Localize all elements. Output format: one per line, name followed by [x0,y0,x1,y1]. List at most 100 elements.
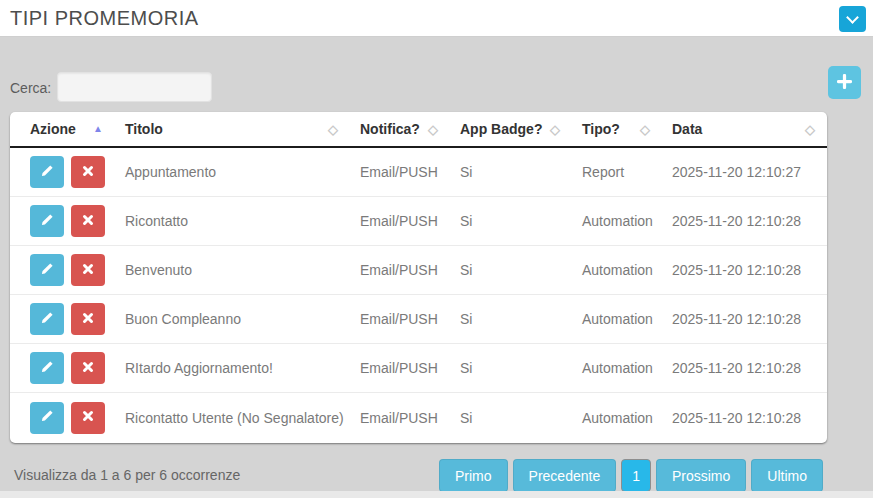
table-row: RItardo Aggiornamento! Email/PUSH Si Aut… [10,344,827,393]
column-label: Tipo? [582,121,620,137]
table-summary: Visualizza da 1 a 6 per 6 occorrenze [14,467,240,483]
x-icon [82,410,94,425]
table-row: Ricontatto Utente (No Segnalatore) Email… [10,393,827,442]
cell-data: 2025-11-20 12:10:28 [662,311,827,327]
pencil-icon [40,262,54,279]
sort-icon: ◇ [805,123,815,136]
column-header-titolo[interactable]: Titolo ◇ [115,112,350,146]
search-label: Cerca: [10,80,51,96]
collapse-button[interactable] [839,6,866,32]
column-label: App Badge? [460,121,542,137]
cell-notifica: Email/PUSH [350,360,450,376]
pencil-icon [40,360,54,377]
cell-data: 2025-11-20 12:10:28 [662,213,827,229]
sort-icon: ◇ [428,123,438,136]
column-header-app-badge[interactable]: App Badge? ◇ [450,112,572,146]
pencil-icon [40,164,54,181]
cell-tipo: Automation [572,311,662,327]
action-cell [10,402,115,434]
delete-button[interactable] [71,254,105,286]
cell-data: 2025-11-20 12:10:28 [662,410,827,426]
bottom-strip [0,491,873,498]
cell-tipo: Automation [572,410,662,426]
column-header-tipo[interactable]: Tipo? ◇ [572,112,662,146]
cell-titolo: Benvenuto [115,262,350,278]
pagination: PrimoPrecedente1ProssimoUltimo [439,459,823,492]
cell-app-badge: Si [450,360,572,376]
x-icon [82,361,94,376]
cell-app-badge: Si [450,410,572,426]
delete-button[interactable] [71,352,105,384]
edit-button[interactable] [30,352,64,384]
cell-app-badge: Si [450,164,572,180]
reminder-types-table: Azione ▲ Titolo ◇ Notifica? ◇ App Badge?… [10,112,827,443]
column-header-notifica[interactable]: Notifica? ◇ [350,112,450,146]
page-title: TIPI PROMEMORIA [10,7,199,30]
chevron-down-icon [846,11,859,24]
cell-titolo: Ricontatto [115,213,350,229]
column-label: Notifica? [360,121,420,137]
table-body: Appuntamento Email/PUSH Si Report 2025-1… [10,148,827,442]
cell-tipo: Automation [572,213,662,229]
pagination-button-ultimo[interactable]: Ultimo [751,459,823,492]
action-cell [10,205,115,237]
edit-button[interactable] [30,156,64,188]
sort-ascending-icon: ▲ [93,124,103,134]
table-row: Appuntamento Email/PUSH Si Report 2025-1… [10,148,827,197]
add-button[interactable] [828,66,861,99]
column-header-data[interactable]: Data ◇ [662,112,827,146]
cell-tipo: Report [572,164,662,180]
table-row: Ricontatto Email/PUSH Si Automation 2025… [10,197,827,246]
column-label: Data [672,121,702,137]
action-cell [10,254,115,286]
cell-notifica: Email/PUSH [350,410,450,426]
edit-button[interactable] [30,205,64,237]
cell-titolo: Appuntamento [115,164,350,180]
plus-icon [837,74,852,92]
action-cell [10,352,115,384]
column-header-azione[interactable]: Azione ▲ [10,112,115,146]
cell-app-badge: Si [450,213,572,229]
action-cell [10,303,115,335]
sort-icon: ◇ [550,123,560,136]
edit-button[interactable] [30,402,64,434]
sort-icon: ◇ [640,123,650,136]
delete-button[interactable] [71,303,105,335]
column-label: Azione [30,121,76,137]
cell-data: 2025-11-20 12:10:28 [662,262,827,278]
edit-button[interactable] [30,254,64,286]
cell-notifica: Email/PUSH [350,213,450,229]
pagination-button-primo[interactable]: Primo [439,459,508,492]
table-row: Benvenuto Email/PUSH Si Automation 2025-… [10,246,827,295]
delete-button[interactable] [71,156,105,188]
delete-button[interactable] [71,402,105,434]
cell-app-badge: Si [450,262,572,278]
cell-data: 2025-11-20 12:10:27 [662,164,827,180]
pagination-button-1[interactable]: 1 [621,459,651,492]
delete-button[interactable] [71,205,105,237]
sort-icon: ◇ [328,123,338,136]
table-header-row: Azione ▲ Titolo ◇ Notifica? ◇ App Badge?… [10,112,827,148]
cell-titolo: RItardo Aggiornamento! [115,360,350,376]
x-icon [82,263,94,278]
pencil-icon [40,409,54,426]
x-icon [82,165,94,180]
cell-titolo: Ricontatto Utente (No Segnalatore) [115,410,350,426]
pencil-icon [40,213,54,230]
pagination-button-prossimo[interactable]: Prossimo [656,459,746,492]
cell-titolo: Buon Compleanno [115,311,350,327]
cell-data: 2025-11-20 12:10:28 [662,360,827,376]
cell-tipo: Automation [572,360,662,376]
x-icon [82,214,94,229]
title-bar: TIPI PROMEMORIA [0,0,873,37]
search-input[interactable] [57,72,212,102]
table-row: Buon Compleanno Email/PUSH Si Automation… [10,295,827,344]
column-label: Titolo [125,121,163,137]
pagination-button-precedente[interactable]: Precedente [513,459,617,492]
cell-tipo: Automation [572,262,662,278]
cell-app-badge: Si [450,311,572,327]
action-cell [10,156,115,188]
cell-notifica: Email/PUSH [350,311,450,327]
edit-button[interactable] [30,303,64,335]
pencil-icon [40,311,54,328]
